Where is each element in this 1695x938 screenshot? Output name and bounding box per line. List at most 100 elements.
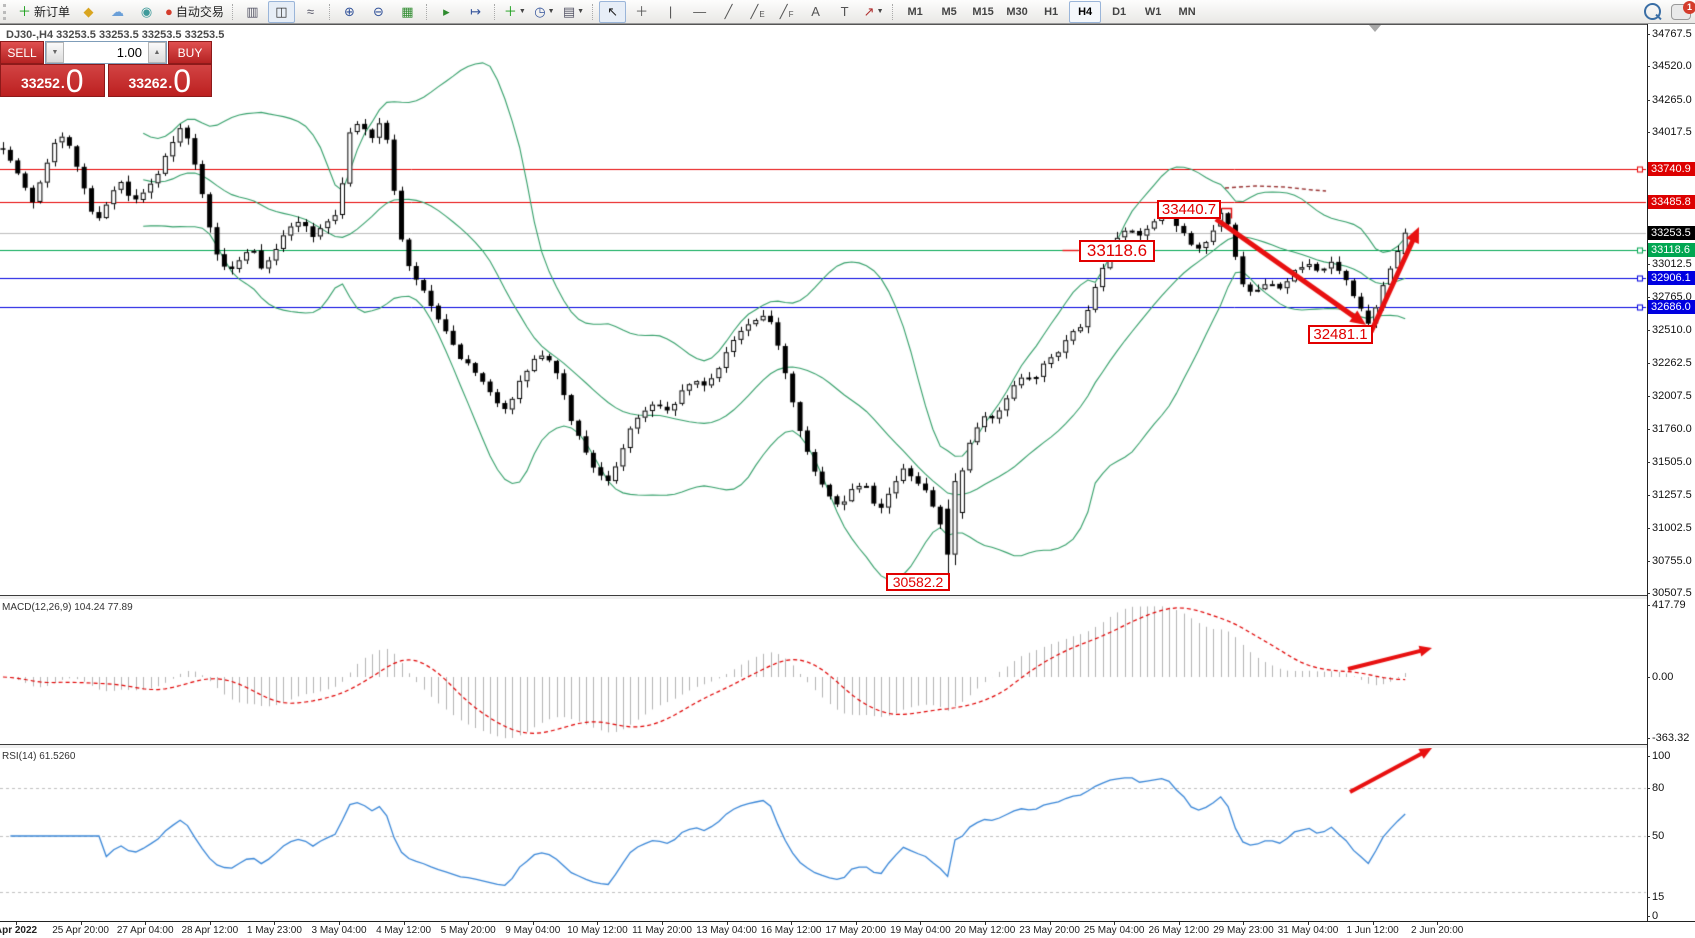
- dropdown-arrow-icon: ▼: [518, 8, 526, 15]
- price-tick-label: 33012.5: [1647, 258, 1692, 271]
- date-tick: [403, 922, 405, 925]
- channel-button[interactable]: ╱ E: [744, 1, 771, 23]
- trendline-button[interactable]: ╱: [715, 1, 742, 23]
- date-tick: [1437, 922, 1439, 925]
- date-label: 28 Apr 12:00: [181, 925, 239, 936]
- timeframe-button-m1[interactable]: M1: [907, 5, 923, 18]
- new-order-button[interactable]: ＋新订单: [15, 1, 73, 23]
- signal-icon: ◉: [140, 4, 153, 19]
- rsi-axis-label: 100: [1646, 750, 1671, 762]
- zoom-in-button[interactable]: ⊕: [336, 1, 363, 23]
- toolbar-separator: [892, 3, 894, 20]
- volume-value[interactable]: 1.00: [116, 45, 142, 60]
- price-annotation-33440.7[interactable]: 33440.7: [1157, 200, 1221, 219]
- timeframe-button-m15[interactable]: M15: [972, 5, 994, 18]
- macd-axis-label: -363.32: [1646, 732, 1690, 744]
- date-tick: [726, 922, 728, 925]
- price-annotation-33118.6[interactable]: 33118.6: [1079, 240, 1155, 262]
- timeframe-button-w1[interactable]: W1: [1144, 5, 1162, 18]
- buy-price[interactable]: 33262. 0: [107, 64, 212, 97]
- date-label: 13 May 04:00: [696, 925, 757, 936]
- chart-shift-button[interactable]: ↦: [462, 1, 489, 23]
- hline-button[interactable]: —: [686, 1, 713, 23]
- timeframe-button-d1[interactable]: D1: [1112, 5, 1127, 18]
- macd-axis-label: 417.79: [1647, 599, 1686, 611]
- volume-stepper: ▼ 1.00 ▲: [45, 41, 167, 64]
- sell-price[interactable]: 33252. 0: [0, 64, 105, 97]
- main-chart-canvas[interactable]: [0, 25, 1647, 595]
- fibo-button[interactable]: ╱ F: [773, 1, 800, 23]
- date-tick: [16, 922, 17, 925]
- timeframe-button-m30[interactable]: M30: [1006, 5, 1028, 18]
- date-tick: [985, 922, 986, 925]
- chat-badge: 1: [1683, 0, 1695, 14]
- timeframe-button-h4[interactable]: H4: [1069, 0, 1102, 23]
- buy-button[interactable]: BUY: [168, 41, 212, 64]
- price-tick-label: 32510.0: [1647, 324, 1692, 337]
- search-icon[interactable]: [1644, 3, 1661, 20]
- toolbar-separator: [592, 3, 594, 20]
- indicators-button[interactable]: ＋ ▼: [501, 1, 529, 23]
- price-level-label: 33740.9: [1648, 161, 1695, 176]
- autotrade-button[interactable]: ● 自动交易: [162, 1, 227, 23]
- arrows-button[interactable]: ↗ ▼: [860, 1, 887, 23]
- date-tick: [80, 922, 82, 925]
- toolbar-separator: [425, 3, 428, 20]
- price-annotation-32481.1[interactable]: 32481.1: [1308, 325, 1373, 344]
- date-label: 1 May 23:00: [246, 925, 302, 936]
- zoom-out-button[interactable]: ⊖: [365, 1, 392, 23]
- styles-button[interactable]: ◆: [75, 1, 102, 23]
- templates-button[interactable]: ▤ ▼: [560, 1, 587, 23]
- vline-button[interactable]: |: [657, 1, 684, 23]
- chart-shift-marker[interactable]: [1369, 25, 1381, 32]
- bar-chart-button[interactable]: ▥: [239, 1, 266, 23]
- date-label: 23 May 20:00: [1019, 925, 1080, 936]
- line-chart-button[interactable]: ≈: [297, 1, 324, 23]
- chat-icon[interactable]: 1: [1671, 0, 1695, 20]
- price-tick-label: 34520.0: [1647, 60, 1692, 73]
- price-tick-label: 32007.5: [1647, 390, 1692, 403]
- timeframe-button-h1[interactable]: H1: [1044, 5, 1059, 18]
- dropdown-arrow-icon: ▼: [577, 8, 585, 15]
- macd-panel: MACD(12,26,9) 104.24 77.89: [0, 599, 1647, 744]
- tile-windows-icon: ▦: [401, 4, 414, 19]
- timeframe-button-m5[interactable]: M5: [941, 5, 957, 18]
- text-button[interactable]: A: [802, 1, 829, 23]
- date-tick: [1372, 922, 1374, 925]
- price-level-label: 33253.5: [1648, 225, 1695, 240]
- date-tick: [1243, 922, 1245, 925]
- date-tick: [339, 922, 340, 925]
- macd-canvas[interactable]: [0, 599, 1647, 744]
- cursor-button[interactable]: ↖: [599, 0, 627, 23]
- volume-increment-button[interactable]: ▲: [148, 42, 166, 63]
- label-button[interactable]: T: [831, 1, 858, 23]
- periods-icon: ◷: [534, 4, 546, 19]
- sell-button[interactable]: SELL: [0, 41, 44, 64]
- autoscroll-icon: ▸: [443, 4, 450, 19]
- toolbar: ＋新订单 ◆ ☁ ◉ ● 自动交易 ▥ ◫ ≈ ⊕ ⊖ ▦ ▸ ↦ ＋ ▼ ◷ ▼ ▤ ▼ ↖ ＋ | — ╱ ╱ E ╱ F A T ↗ ▼ M…: [0, 0, 1695, 24]
- tile-windows-button[interactable]: ▦: [394, 1, 421, 23]
- date-label: 11 May 20:00: [632, 925, 692, 936]
- candle-chart-button[interactable]: ◫: [267, 0, 295, 23]
- autoscroll-button[interactable]: ▸: [433, 1, 460, 23]
- price-axis[interactable]: 34767.5 34520.0 34265.0 34017.5 33012.5 32765…: [1646, 24, 1695, 922]
- date-tick: [791, 922, 793, 925]
- date-axis[interactable]: Apr 2022 25 Apr 20:00 27 Apr 04:00 28 Apr 1…: [0, 921, 1695, 938]
- signal-button[interactable]: ◉: [133, 1, 160, 23]
- profile-button[interactable]: ☁: [104, 1, 131, 23]
- volume-decrement-button[interactable]: ▼: [46, 42, 64, 63]
- periods-button[interactable]: ◷ ▼: [531, 1, 558, 23]
- main-chart-panel: DJ30-,H4 33253.5 33253.5 33253.5 33253.5…: [0, 24, 1647, 596]
- price-annotation-30582.2[interactable]: 30582.2: [886, 573, 950, 591]
- rsi-canvas[interactable]: [0, 748, 1647, 921]
- macd-axis-label: 0.00: [1646, 671, 1674, 683]
- chart-shift-icon: ↦: [469, 4, 481, 19]
- toolbar-grip[interactable]: [3, 3, 11, 20]
- crosshair-button[interactable]: ＋: [628, 1, 655, 23]
- date-label: 26 May 12:00: [1148, 925, 1210, 936]
- timeframe-button-mn[interactable]: MN: [1178, 5, 1196, 18]
- toolbar-button-label: 新订单: [34, 5, 71, 19]
- arrows-icon: ↗: [863, 4, 875, 19]
- price-tick-label: 34265.0: [1647, 93, 1692, 106]
